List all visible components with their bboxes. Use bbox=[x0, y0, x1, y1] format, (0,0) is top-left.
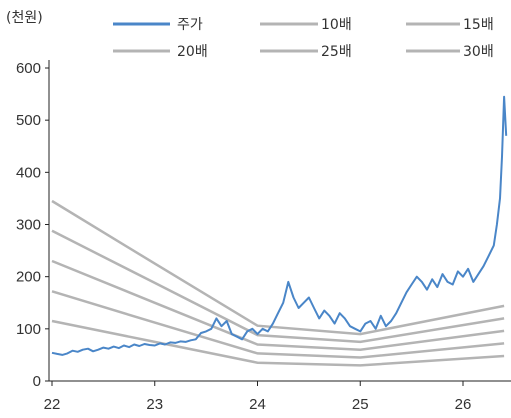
band-line-10배 bbox=[51, 319, 505, 367]
y-tick-label: 300 bbox=[16, 217, 41, 234]
x-axis-ticks: 22 23 24 25 26 bbox=[44, 381, 472, 413]
legend-label-price: 주가 bbox=[177, 17, 203, 33]
x-tick-label: 24 bbox=[249, 396, 266, 413]
legend: 주가 10배 15배 20배 25배 30배 bbox=[113, 17, 494, 60]
band-line-15배 bbox=[51, 290, 505, 359]
y-tick-label: 200 bbox=[16, 269, 41, 286]
x-tick-label: 22 bbox=[44, 396, 61, 413]
y-tick-label: 0 bbox=[33, 373, 41, 390]
y-tick-label: 100 bbox=[16, 321, 41, 338]
price-line bbox=[51, 95, 508, 356]
band-line-30배 bbox=[51, 199, 505, 336]
axes bbox=[48, 60, 511, 382]
x-tick-label: 26 bbox=[455, 396, 472, 413]
legend-label-25x: 25배 bbox=[321, 44, 352, 60]
y-tick-label: 600 bbox=[16, 60, 41, 77]
y-axis-ticks: 0 100 200 300 400 500 600 bbox=[16, 60, 49, 390]
y-tick-label: 400 bbox=[16, 164, 41, 181]
band-line-20배 bbox=[51, 259, 505, 351]
price-series bbox=[51, 95, 508, 356]
y-unit-label: (천원) bbox=[6, 10, 43, 26]
legend-label-10x: 10배 bbox=[321, 17, 352, 33]
pe-band-lines bbox=[51, 199, 505, 367]
legend-label-30x: 30배 bbox=[463, 44, 494, 60]
x-tick-label: 23 bbox=[146, 396, 163, 413]
x-tick-label: 25 bbox=[352, 396, 369, 413]
legend-label-15x: 15배 bbox=[463, 17, 494, 33]
legend-label-20x: 20배 bbox=[177, 44, 208, 60]
y-tick-label: 500 bbox=[16, 112, 41, 129]
